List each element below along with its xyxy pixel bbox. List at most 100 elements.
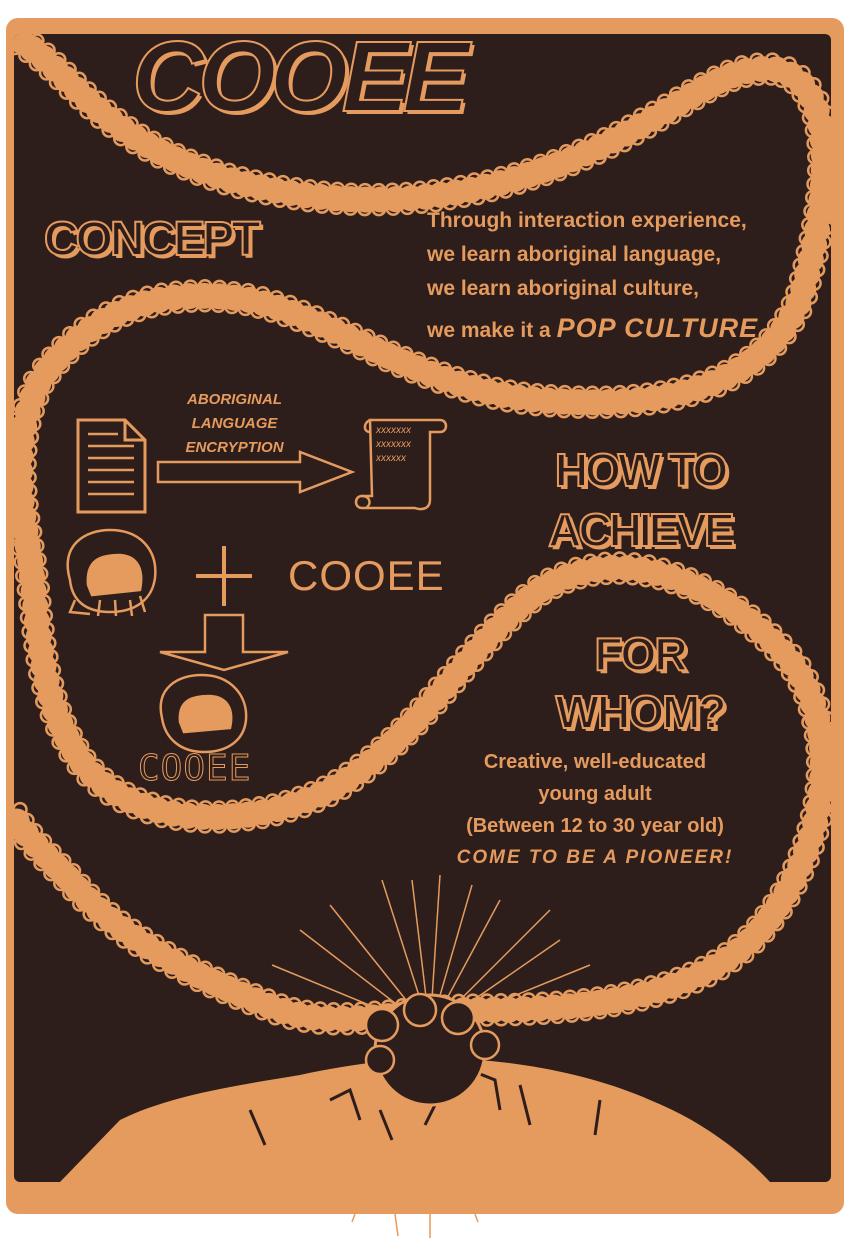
bead <box>14 470 19 486</box>
bead <box>65 863 82 879</box>
bead <box>727 956 743 973</box>
scroll-text: xxxxxxx xxxxxxx xxxxxx <box>376 424 411 466</box>
bead <box>68 94 85 110</box>
bead <box>162 159 179 175</box>
bead <box>780 295 797 312</box>
bead <box>58 747 74 763</box>
down-arrow-icon <box>159 613 289 672</box>
bead <box>785 891 801 908</box>
bead <box>273 993 290 1009</box>
bead <box>258 189 274 206</box>
bead <box>327 333 343 349</box>
bead <box>82 906 98 922</box>
bead <box>727 934 743 950</box>
bead <box>786 643 803 660</box>
bead <box>613 402 629 419</box>
bead <box>158 137 174 153</box>
whom-heading: FOR WHOM? <box>555 625 728 741</box>
bead <box>632 107 649 124</box>
bead <box>822 783 831 799</box>
bead <box>749 360 766 376</box>
bead <box>545 149 562 165</box>
bead <box>296 802 313 819</box>
bead <box>183 148 199 165</box>
bead <box>709 580 725 596</box>
pop-culture-emphasis: POP CULTURE <box>556 313 759 343</box>
bead <box>347 322 363 339</box>
bead <box>413 198 430 215</box>
bead <box>737 368 754 385</box>
bead <box>457 387 474 403</box>
bead <box>723 610 739 626</box>
bead <box>39 378 55 395</box>
bead <box>787 846 804 862</box>
bead <box>733 595 750 612</box>
bead <box>766 318 783 334</box>
bead <box>669 395 686 411</box>
bead <box>399 707 416 724</box>
bead <box>814 696 831 712</box>
bead <box>308 305 325 321</box>
bead <box>470 189 486 206</box>
bead <box>762 893 778 910</box>
bead <box>36 833 53 849</box>
bead <box>390 362 407 379</box>
bead <box>112 797 128 814</box>
bead <box>14 398 28 414</box>
bead <box>552 165 568 182</box>
how-heading: HOW TO ACHIEVE <box>540 440 740 560</box>
bead <box>728 353 744 369</box>
bead <box>818 220 831 236</box>
bead <box>744 627 760 643</box>
bead <box>197 818 213 834</box>
bead <box>700 595 716 612</box>
bead <box>23 845 39 861</box>
bead <box>417 373 433 389</box>
bead <box>464 634 480 650</box>
bead <box>468 656 485 673</box>
bead <box>222 972 238 988</box>
bead <box>79 103 95 120</box>
bead <box>22 370 39 387</box>
bead <box>81 81 97 97</box>
bead <box>641 554 657 570</box>
bead <box>756 613 772 630</box>
bead <box>45 721 61 737</box>
bead <box>14 823 21 839</box>
bead <box>567 556 584 573</box>
bead <box>84 883 101 900</box>
bead <box>746 915 762 932</box>
bead <box>296 1017 312 1033</box>
bead <box>28 666 44 682</box>
bead <box>809 682 826 698</box>
bead <box>244 186 260 203</box>
bead <box>641 123 658 139</box>
bead <box>240 815 257 832</box>
bead <box>339 1020 356 1036</box>
bead <box>14 498 21 515</box>
bead <box>286 194 302 211</box>
bead <box>268 290 285 306</box>
bead <box>483 613 500 629</box>
bead <box>226 280 242 297</box>
bead <box>71 71 87 88</box>
bead <box>497 183 514 199</box>
bead <box>418 687 435 703</box>
bead <box>104 901 121 918</box>
bead <box>782 858 798 875</box>
bead <box>399 199 416 216</box>
bead <box>688 589 704 605</box>
bead <box>240 282 256 299</box>
bead <box>789 316 806 333</box>
bead <box>17 34 33 41</box>
bead <box>51 51 67 68</box>
bead <box>487 635 503 652</box>
mascot-face-icon <box>66 528 157 617</box>
bead <box>182 817 199 833</box>
bead <box>72 896 88 912</box>
bead <box>536 589 553 606</box>
bead <box>626 552 643 568</box>
bead <box>87 781 103 797</box>
bead <box>53 875 69 892</box>
bead <box>241 999 257 1016</box>
